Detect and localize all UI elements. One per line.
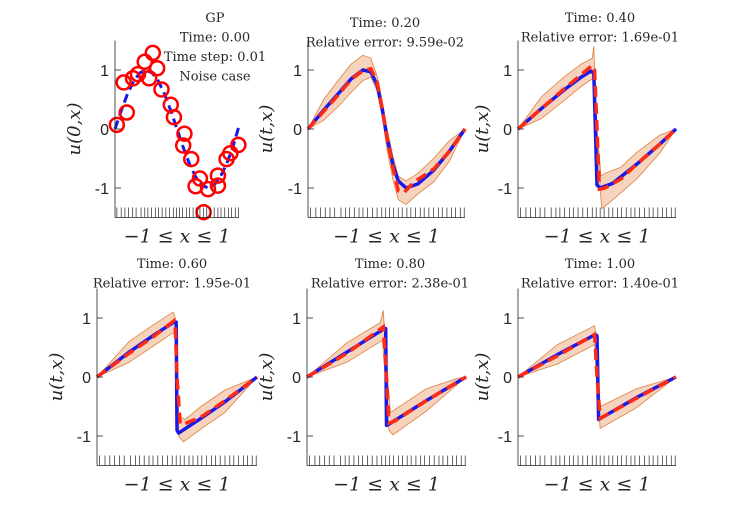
y-tick-label: -1 (288, 181, 302, 198)
noisy-data-point (165, 108, 183, 126)
y-tick-label: 0 (100, 122, 109, 139)
noisy-data-point (136, 53, 154, 70)
x-axis-label: −1 ≤ x ≤ 1 (544, 226, 651, 248)
x-axis-label: −1 ≤ x ≤ 1 (333, 226, 440, 248)
y-tick-label: -1 (498, 429, 512, 446)
subplot-title-line: Relative error: 1.40e-01 (521, 277, 679, 292)
subplot-title-line: Time: 0.40 (565, 11, 635, 26)
y-tick-label: 1 (82, 311, 91, 328)
y-axis-label: u(t,x) (256, 353, 277, 402)
y-axis-label: u(t,x) (256, 105, 277, 154)
subplot-title-line: Time: 1.00 (565, 257, 635, 272)
x-axis-label: −1 ≤ x ≤ 1 (124, 474, 231, 496)
y-tick-label: 1 (503, 63, 512, 80)
subplot-title-line: Time: 0.80 (355, 257, 425, 272)
y-tick-label: 0 (293, 122, 302, 139)
y-tick-label: 1 (292, 311, 301, 328)
y-axis-label: u(t,x) (472, 105, 493, 154)
noisy-data-point (209, 167, 227, 184)
y-axis-label: u(t,x) (46, 353, 67, 402)
y-tick-label: 1 (503, 311, 512, 328)
exact-solution-line (517, 332, 677, 422)
noisy-data-point (230, 136, 247, 154)
y-axis-label: u(t,x) (472, 353, 493, 402)
noisy-data-point (144, 44, 162, 62)
noisy-data-point (176, 125, 193, 142)
predicted-mean-line (517, 331, 677, 422)
y-tick-label: 0 (82, 370, 91, 387)
noisy-data-point (153, 81, 170, 98)
noisy-data-point (108, 116, 126, 134)
subplot-3: 1 0 -1 Time: 0.40 Relative error: 1.69e-01 −1… (472, 11, 679, 248)
subplot-6: 1 0 -1 Time: 1.00 Relative error: 1.40e-01 −1… (472, 257, 679, 496)
noisy-data-point (115, 74, 132, 91)
subplot-title-line: Relative error: 9.59e-02 (306, 36, 464, 51)
y-tick-label: 1 (100, 63, 109, 80)
subplot-title-line: Noise case (179, 70, 251, 85)
y-tick-label: 0 (292, 370, 301, 387)
subplot-1: 1 0 -1 GP Time: 0.00 Time step: 0.01 Noise cas… (64, 11, 266, 248)
noisy-data-point (183, 150, 200, 168)
exact-solution-line (95, 320, 259, 435)
subplot-title-line: Relative error: 1.95e-01 (93, 277, 251, 292)
subplot-title-line: Time step: 0.01 (164, 50, 266, 65)
noisy-data-point (118, 104, 136, 121)
noisy-data-point (199, 180, 217, 198)
subplot-4: 1 0 -1 Time: 0.60 Relative error: 1.95e-01 −1… (46, 257, 259, 496)
noisy-data-point (140, 70, 158, 87)
y-tick-label: -1 (95, 181, 109, 198)
noisy-data-point (174, 137, 192, 154)
y-tick-label: 1 (293, 63, 302, 80)
noisy-data-point (148, 59, 166, 77)
noisy-data-point (124, 70, 142, 87)
subplot-title-line: Time: 0.20 (350, 16, 420, 31)
y-tick-label: 0 (503, 370, 512, 387)
subplot-5: 1 0 -1 Time: 0.80 Relative error: 2.38e-01 −1… (256, 257, 469, 496)
y-tick-label: -1 (498, 181, 512, 198)
y-tick-label: -1 (287, 429, 301, 446)
subplot-title-line: Relative error: 2.38e-01 (311, 277, 469, 292)
y-axis-label: u(0,x) (64, 103, 85, 156)
subplot-title-line: Relative error: 1.69e-01 (521, 31, 679, 46)
predicted-mean-line (306, 66, 467, 195)
y-tick-label: -1 (77, 429, 91, 446)
y-tick-label: 0 (503, 122, 512, 139)
predicted-mean-line (306, 323, 467, 426)
subplot-title-line: GP (205, 11, 224, 26)
predicted-mean-line (95, 317, 259, 426)
noisy-data-point (209, 177, 227, 194)
x-axis-label: −1 ≤ x ≤ 1 (544, 474, 651, 496)
x-axis-label: −1 ≤ x ≤ 1 (333, 474, 440, 496)
subplot-title-line: Time: 0.00 (180, 31, 250, 46)
x-axis-label: −1 ≤ x ≤ 1 (124, 226, 231, 248)
subplot-title-line: Time: 0.60 (137, 257, 207, 272)
subplot-2: 1 0 -1 Time: 0.20 Relative error: 9.59e-02 −1… (256, 16, 467, 248)
predicted-mean-line (516, 62, 678, 192)
